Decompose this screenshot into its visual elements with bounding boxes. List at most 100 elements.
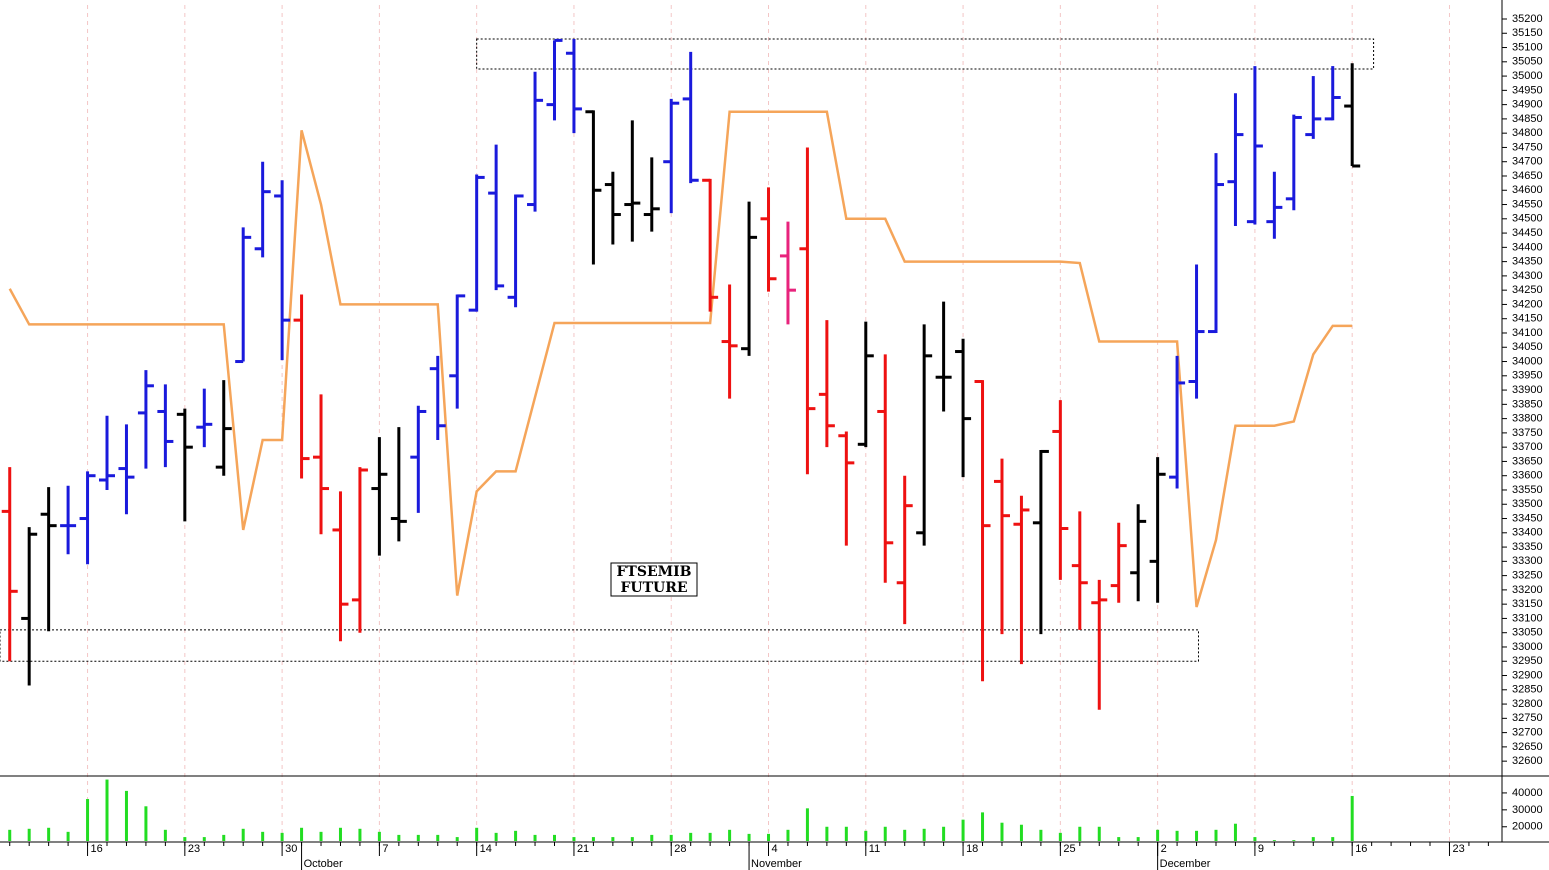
volume-bar	[1214, 829, 1218, 841]
y-tick-label: 33400	[1512, 527, 1543, 539]
y-tick-label: 32700	[1512, 727, 1543, 739]
y-tick-label: 33750	[1512, 427, 1543, 439]
y-tick-label: 32750	[1512, 712, 1543, 724]
volume-bar	[1019, 824, 1023, 841]
y-tick-label: 34150	[1512, 313, 1543, 325]
volume-bar	[1097, 826, 1101, 841]
volume-bar	[533, 834, 537, 841]
volume-bar	[883, 826, 887, 841]
volume-bar	[1292, 840, 1296, 841]
volume-bar	[124, 790, 128, 841]
volume-bar	[1331, 837, 1335, 841]
x-tick-label: 23	[1452, 843, 1464, 855]
x-tick-label: 2	[1161, 843, 1167, 855]
y-tick-label: 34050	[1512, 341, 1543, 353]
volume-bar	[1039, 829, 1043, 841]
y-tick-label: 34550	[1512, 198, 1543, 210]
volume-bar	[105, 779, 109, 841]
volume-bar	[1058, 832, 1062, 841]
volume-bar	[786, 829, 790, 841]
y-tick-label: 34700	[1512, 156, 1543, 168]
volume-bar	[397, 834, 401, 841]
x-tick-label: 9	[1258, 843, 1264, 855]
volume-bar	[611, 837, 615, 841]
y-tick-label: 33900	[1512, 384, 1543, 396]
volume-bar	[650, 834, 654, 841]
volume-bar	[416, 834, 420, 841]
y-tick-label: 34800	[1512, 127, 1543, 139]
x-tick-label: 16	[1355, 843, 1367, 855]
volume-bar	[280, 832, 284, 841]
y-tick-label: 35150	[1512, 27, 1543, 39]
y-tick-label: 34500	[1512, 213, 1543, 225]
volume-bar	[961, 819, 965, 841]
y-tick-label: 34000	[1512, 355, 1543, 367]
y-tick-label: 34100	[1512, 327, 1543, 339]
x-tick-label: 25	[1063, 843, 1075, 855]
y-tick-label: 33500	[1512, 498, 1543, 510]
volume-bar	[1136, 837, 1140, 841]
volume-bar	[514, 830, 518, 841]
volume-y-tick-label: 20000	[1512, 821, 1543, 833]
x-tick-label: 28	[674, 843, 686, 855]
y-tick-label: 34650	[1512, 170, 1543, 182]
volume-bar	[319, 831, 323, 841]
volume-bar	[864, 830, 868, 841]
volume-bar	[86, 799, 90, 841]
volume-bar	[144, 806, 148, 841]
y-tick-label: 32800	[1512, 698, 1543, 710]
volume-y-tick-label: 40000	[1512, 787, 1543, 799]
y-tick-label: 34750	[1512, 141, 1543, 153]
volume-bar	[261, 831, 265, 841]
y-tick-label: 33650	[1512, 455, 1543, 467]
volume-bar	[47, 827, 51, 841]
y-tick-label: 33850	[1512, 398, 1543, 410]
volume-bar	[377, 831, 381, 841]
volume-bar	[300, 827, 304, 841]
volume-bar	[455, 837, 459, 841]
volume-bar	[1233, 823, 1237, 841]
volume-bar	[1195, 830, 1199, 841]
volume-bar	[183, 837, 187, 841]
y-tick-label: 35200	[1512, 13, 1543, 25]
y-tick-label: 35050	[1512, 56, 1543, 68]
volume-bar	[1175, 830, 1179, 841]
volume-bar	[163, 829, 167, 841]
x-tick-label: 11	[869, 843, 880, 855]
volume-bar	[1253, 837, 1257, 841]
volume-bar	[338, 827, 342, 841]
x-tick-label: 16	[91, 843, 103, 855]
volume-bar	[1117, 837, 1121, 841]
volume-bar	[767, 833, 771, 841]
x-tick-label: 7	[382, 843, 388, 855]
volume-bar	[572, 837, 576, 841]
x-tick-label: 21	[577, 843, 589, 855]
x-tick-label: 4	[772, 843, 778, 855]
price-zone	[476, 38, 1375, 70]
stop-line	[8, 110, 1353, 608]
volume-bar	[689, 832, 693, 841]
y-tick-label: 33450	[1512, 512, 1543, 524]
y-tick-label: 33800	[1512, 413, 1543, 425]
y-tick-label: 33050	[1512, 627, 1543, 639]
y-tick-label: 33600	[1512, 470, 1543, 482]
y-tick-label: 33350	[1512, 541, 1543, 553]
y-tick-label: 35000	[1512, 70, 1543, 82]
y-tick-label: 35100	[1512, 41, 1543, 53]
volume-bar	[27, 828, 31, 841]
volume-bar	[591, 837, 595, 841]
volume-bar	[728, 829, 732, 841]
y-tick-label: 33950	[1512, 370, 1543, 382]
y-tick-label: 33200	[1512, 584, 1543, 596]
y-tick-label: 34350	[1512, 256, 1543, 268]
y-tick-label: 34450	[1512, 227, 1543, 239]
volume-bar	[669, 834, 673, 841]
y-tick-label: 32650	[1512, 741, 1543, 753]
y-tick-label: 34600	[1512, 184, 1543, 196]
x-tick-label: 14	[480, 843, 492, 855]
y-tick-label: 34850	[1512, 113, 1543, 125]
y-tick-label: 34200	[1512, 298, 1543, 310]
y-tick-label: 34400	[1512, 241, 1543, 253]
volume-bar	[1078, 826, 1082, 841]
